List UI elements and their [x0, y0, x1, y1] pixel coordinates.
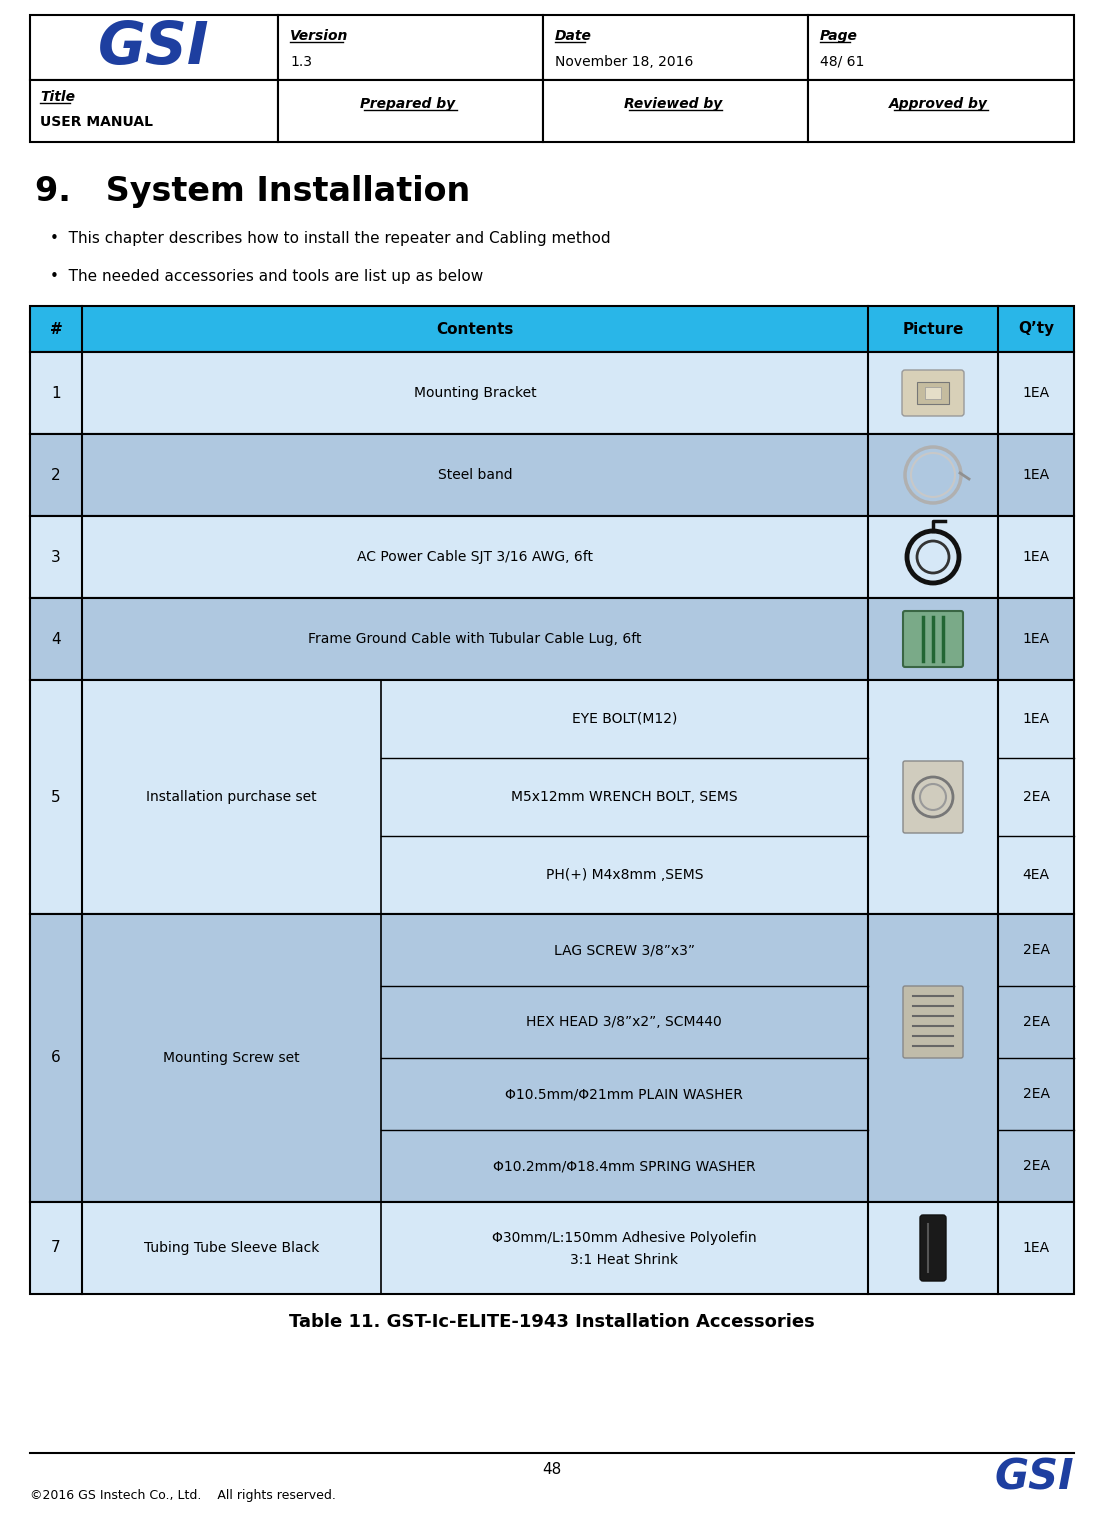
Bar — [543, 15, 808, 80]
Text: HEX HEAD 3/8”x2”, SCM440: HEX HEAD 3/8”x2”, SCM440 — [527, 1015, 722, 1029]
Text: November 18, 2016: November 18, 2016 — [555, 54, 693, 68]
Text: Reviewed by: Reviewed by — [624, 97, 728, 110]
Text: Frame Ground Cable with Tubular Cable Lug, 6ft: Frame Ground Cable with Tubular Cable Lu… — [308, 632, 641, 646]
Text: 2EA: 2EA — [1022, 790, 1050, 803]
Text: 2: 2 — [51, 468, 61, 483]
Text: AC Power Cable SJT 3/16 AWG, 6ft: AC Power Cable SJT 3/16 AWG, 6ft — [357, 551, 593, 564]
Text: Tubing Tube Sleeve Black: Tubing Tube Sleeve Black — [144, 1241, 319, 1254]
Text: 2EA: 2EA — [1022, 1015, 1050, 1029]
Bar — [30, 434, 1074, 516]
Text: Steel band: Steel band — [437, 468, 512, 483]
Bar — [808, 15, 1074, 80]
Text: Prepared by: Prepared by — [361, 97, 460, 110]
Text: 48: 48 — [542, 1462, 562, 1477]
Text: 1: 1 — [51, 386, 61, 401]
Bar — [925, 387, 941, 399]
FancyBboxPatch shape — [903, 761, 963, 834]
Bar — [30, 679, 1074, 914]
Text: EYE BOLT(M12): EYE BOLT(M12) — [572, 713, 677, 726]
Text: 1EA: 1EA — [1022, 386, 1050, 399]
Bar — [30, 598, 1074, 679]
Text: Table 11. GST-Ic-ELITE-1943 Installation Accessories: Table 11. GST-Ic-ELITE-1943 Installation… — [289, 1313, 815, 1331]
FancyBboxPatch shape — [903, 986, 963, 1058]
Text: 2EA: 2EA — [1022, 1159, 1050, 1173]
Text: M5x12mm WRENCH BOLT, SEMS: M5x12mm WRENCH BOLT, SEMS — [511, 790, 737, 803]
Bar — [30, 353, 1074, 434]
Text: 7: 7 — [51, 1241, 61, 1256]
Text: 5: 5 — [51, 790, 61, 805]
FancyBboxPatch shape — [903, 611, 963, 667]
Bar — [30, 15, 278, 80]
Text: Φ10.5mm/Φ21mm PLAIN WASHER: Φ10.5mm/Φ21mm PLAIN WASHER — [506, 1086, 743, 1101]
Bar — [917, 381, 949, 404]
Text: Q’ty: Q’ty — [1018, 321, 1054, 336]
Text: ©2016 GS Instech Co., Ltd.    All rights reserved.: ©2016 GS Instech Co., Ltd. All rights re… — [30, 1489, 336, 1501]
Text: 1.3: 1.3 — [290, 54, 312, 68]
Text: Contents: Contents — [436, 321, 513, 336]
Bar — [30, 516, 1074, 598]
Bar — [543, 80, 808, 142]
Text: 1EA: 1EA — [1022, 713, 1050, 726]
Text: 9.   System Installation: 9. System Installation — [35, 176, 470, 209]
Text: 6: 6 — [51, 1050, 61, 1065]
Text: Φ10.2mm/Φ18.4mm SPRING WASHER: Φ10.2mm/Φ18.4mm SPRING WASHER — [493, 1159, 755, 1173]
Text: 1EA: 1EA — [1022, 551, 1050, 564]
Text: LAG SCREW 3/8”x3”: LAG SCREW 3/8”x3” — [554, 943, 694, 958]
Text: Title: Title — [40, 91, 75, 104]
Text: 48/ 61: 48/ 61 — [820, 54, 864, 68]
Text: Mounting Screw set: Mounting Screw set — [163, 1052, 299, 1065]
FancyBboxPatch shape — [920, 1215, 946, 1282]
Text: 1EA: 1EA — [1022, 1241, 1050, 1254]
Bar — [30, 914, 1074, 1201]
Text: USER MANUAL: USER MANUAL — [40, 115, 153, 129]
Text: 4: 4 — [51, 631, 61, 646]
Bar — [278, 80, 543, 142]
Text: •  This chapter describes how to install the repeater and Cabling method: • This chapter describes how to install … — [50, 230, 611, 245]
Text: Date: Date — [555, 29, 592, 42]
Text: Version: Version — [290, 29, 349, 42]
Bar — [30, 80, 278, 142]
Text: 2EA: 2EA — [1022, 1086, 1050, 1101]
Bar — [278, 15, 543, 80]
Text: •  The needed accessories and tools are list up as below: • The needed accessories and tools are l… — [50, 268, 484, 283]
Text: GSI: GSI — [995, 1457, 1074, 1499]
Text: Picture: Picture — [902, 321, 964, 336]
Text: 3:1 Heat Shrink: 3:1 Heat Shrink — [571, 1253, 678, 1266]
Text: 4EA: 4EA — [1022, 868, 1050, 882]
Text: Approved by: Approved by — [889, 97, 992, 110]
Bar — [30, 1201, 1074, 1294]
Text: 3: 3 — [51, 549, 61, 564]
Text: Installation purchase set: Installation purchase set — [146, 790, 317, 803]
Text: Mounting Bracket: Mounting Bracket — [414, 386, 537, 399]
Text: 1EA: 1EA — [1022, 468, 1050, 483]
Text: Page: Page — [820, 29, 858, 42]
Text: 1EA: 1EA — [1022, 632, 1050, 646]
Bar — [808, 80, 1074, 142]
Text: 2EA: 2EA — [1022, 943, 1050, 958]
Text: Φ30mm/L:150mm Adhesive Polyolefin: Φ30mm/L:150mm Adhesive Polyolefin — [492, 1232, 756, 1245]
Text: #: # — [50, 321, 62, 336]
FancyBboxPatch shape — [902, 371, 964, 416]
Bar — [30, 306, 1074, 353]
Text: PH(+) M4x8mm ,SEMS: PH(+) M4x8mm ,SEMS — [545, 868, 703, 882]
Text: GSI: GSI — [98, 20, 210, 76]
